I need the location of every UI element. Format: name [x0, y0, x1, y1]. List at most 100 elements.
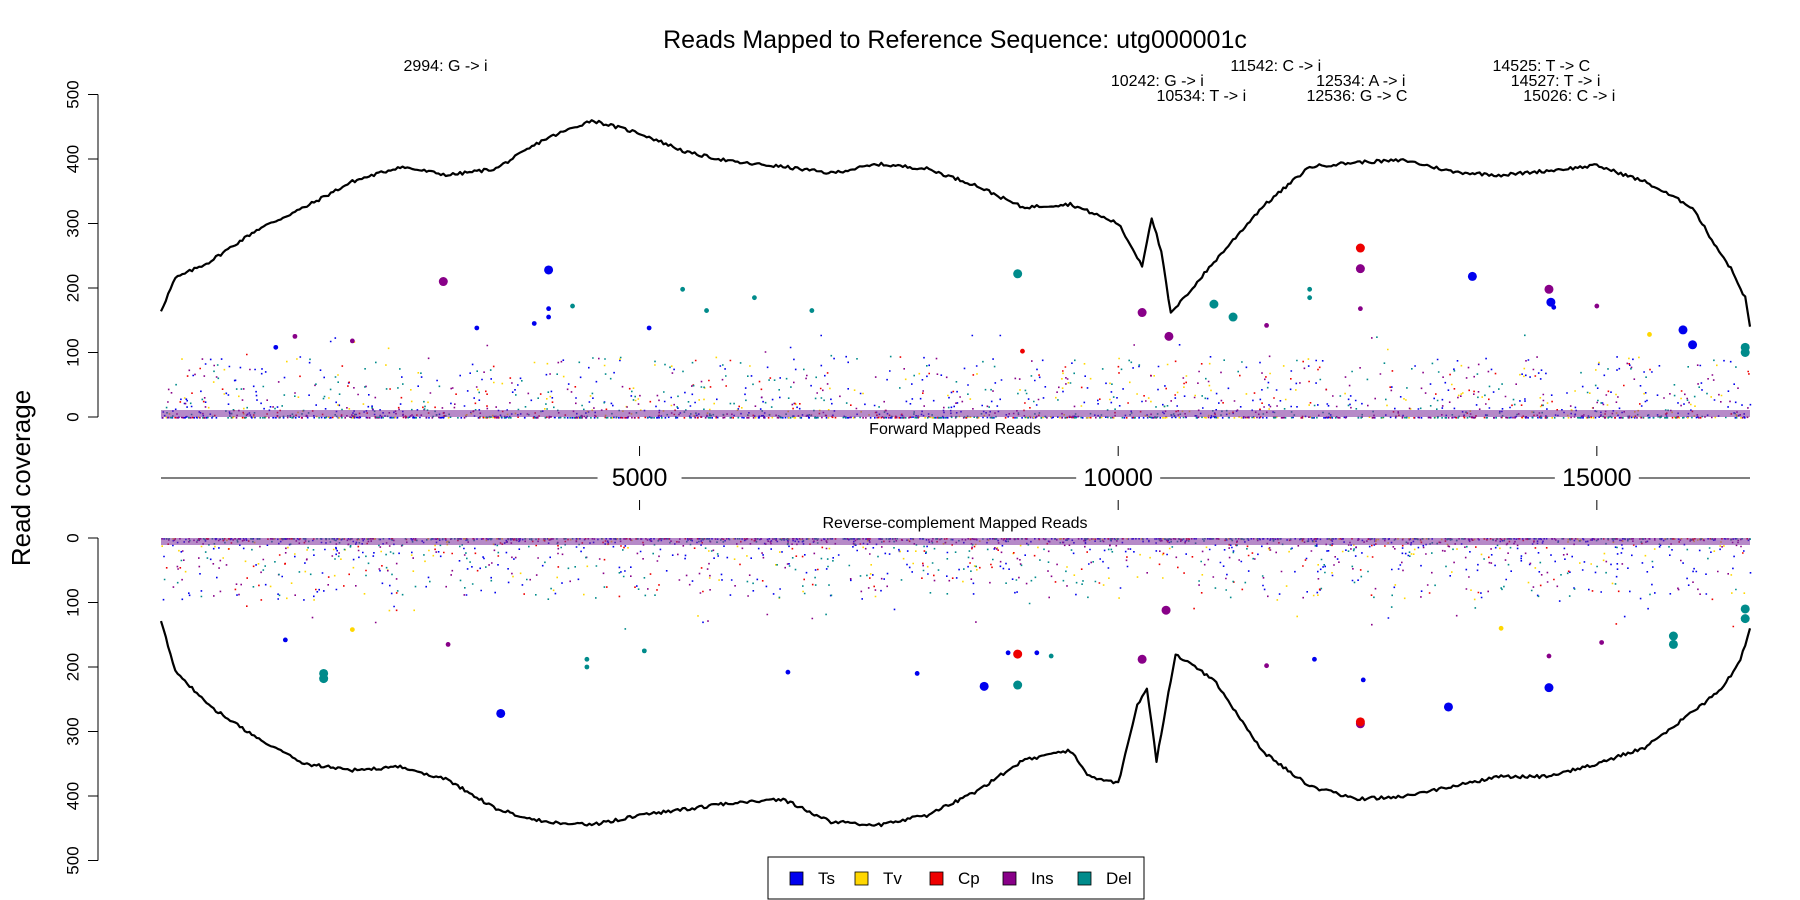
- variant-annotation: 11542: C -> i: [1230, 58, 1321, 75]
- forward-point-del: [1307, 286, 1313, 292]
- forward-point-tv: [1647, 332, 1652, 337]
- legend-swatch-cp: [929, 871, 944, 886]
- x-tick-label: 15000: [1562, 464, 1632, 492]
- reverse-point-del: [1740, 604, 1750, 614]
- forward-point-ins: [438, 277, 448, 287]
- legend-label-cp: Cp: [958, 869, 980, 888]
- forward-baseline-band: [161, 410, 1750, 417]
- forward-point-del: [1209, 299, 1219, 309]
- forward-point-cp: [1355, 243, 1365, 253]
- variant-annotation: 14525: T -> C: [1493, 58, 1591, 75]
- forward-coverage-line: [160, 119, 1752, 327]
- reverse-point-ts: [1005, 650, 1011, 656]
- reverse-point-ins: [1546, 653, 1552, 659]
- forward-point-ts: [546, 314, 552, 320]
- forward-y-tick-label: 100: [63, 338, 82, 366]
- reverse-point-del: [584, 656, 590, 662]
- reverse-point-ts: [1544, 683, 1554, 693]
- variant-annotation: 10242: G -> i: [1111, 73, 1204, 90]
- legend-swatch-ins: [1002, 871, 1017, 886]
- reverse-point-del: [319, 674, 329, 684]
- variant-annotation: 2994: G -> i: [403, 58, 487, 75]
- legend-swatch-tv: [854, 871, 869, 886]
- reverse-point-del: [584, 664, 590, 670]
- forward-point-ins: [1164, 331, 1174, 341]
- forward-point-del: [1228, 312, 1238, 322]
- forward-point-ts: [546, 306, 552, 312]
- reverse-variant-dots-ts: [162, 538, 1752, 624]
- forward-point-ins: [292, 333, 298, 339]
- reverse-baseline-band: [161, 538, 1750, 545]
- forward-point-ts: [474, 325, 480, 331]
- reverse-point-ts: [496, 708, 506, 718]
- reverse-point-del: [1740, 614, 1750, 624]
- forward-point-del: [752, 295, 757, 301]
- forward-point-ts: [1467, 271, 1477, 281]
- forward-point-del: [809, 308, 815, 313]
- legend-label-ts: Ts: [818, 869, 835, 888]
- axes-layer: 0 0 100 100 200 200 300 300 400 400 500 500 5000 1000…: [63, 80, 1750, 875]
- reverse-point-ins: [1599, 640, 1605, 645]
- reverse-point-del: [1013, 680, 1023, 690]
- forward-point-ts: [531, 321, 537, 326]
- chart-title: Reads Mapped to Reference Sequence: utg0…: [663, 26, 1247, 54]
- reverse-point-ts: [1034, 650, 1040, 656]
- forward-point-ts: [646, 325, 652, 331]
- reverse-variant-dots-ins: [161, 538, 1751, 626]
- variant-noise-layer: [161, 334, 1752, 630]
- legend-label-tv: Tv: [883, 869, 902, 888]
- reverse-variant-dots-del: [163, 538, 1751, 630]
- reverse-point-ts: [914, 671, 920, 676]
- forward-point-ins: [1264, 323, 1269, 328]
- variant-annotation: 10534: T -> i: [1156, 88, 1246, 105]
- forward-y-tick-label: 400: [63, 145, 82, 173]
- forward-variant-dots-tv: [165, 341, 1749, 419]
- forward-y-tick-label: 300: [63, 209, 82, 237]
- forward-point-ins: [1137, 308, 1147, 318]
- forward-point-del: [570, 303, 575, 309]
- reverse-point-del: [641, 648, 647, 654]
- reverse-point-tv: [349, 627, 355, 632]
- variant-annotation: 15026: C -> i: [1523, 88, 1615, 105]
- legend-swatch-ts: [789, 871, 804, 886]
- reverse-point-tv: [1498, 625, 1504, 631]
- y-axis-label: Read coverage: [6, 390, 36, 566]
- forward-point-ins: [1544, 284, 1554, 294]
- legend-label-ins: Ins: [1031, 869, 1054, 888]
- reverse-point-del: [1048, 653, 1054, 659]
- variant-annotation: 14527: T -> i: [1511, 73, 1601, 90]
- reverse-variant-dots-cp: [165, 538, 1748, 628]
- reverse-point-cp: [1013, 649, 1023, 659]
- reverse-y-tick-label: 400: [63, 782, 82, 810]
- forward-point-ins: [1355, 264, 1365, 274]
- forward-panel-label: Forward Mapped Reads: [869, 421, 1041, 438]
- forward-point-ts: [1688, 340, 1698, 350]
- legend-swatch-del: [1077, 871, 1092, 886]
- reverse-y-tick-label: 500: [63, 846, 82, 874]
- forward-point-del: [1013, 269, 1023, 279]
- forward-point-del: [1307, 295, 1313, 301]
- x-tick-label: 10000: [1083, 464, 1153, 492]
- forward-y-tick-label: 200: [63, 274, 82, 302]
- forward-point-ts: [1546, 297, 1556, 307]
- reverse-y-tick-label: 200: [63, 653, 82, 681]
- reverse-y-tick-label: 0: [63, 533, 82, 542]
- reverse-point-ts: [282, 637, 288, 643]
- reverse-coverage-line: [159, 620, 1752, 828]
- reverse-point-del: [1668, 631, 1678, 641]
- reverse-point-ins: [1161, 605, 1171, 615]
- forward-y-tick-label: 500: [63, 80, 82, 108]
- reverse-panel-label: Reverse-complement Mapped Reads: [822, 515, 1087, 532]
- legend-label-del: Del: [1106, 869, 1132, 888]
- reverse-point-ins: [1137, 654, 1147, 664]
- reverse-point-del: [1668, 639, 1678, 649]
- variant-marks-layer: [159, 119, 1752, 828]
- reverse-point-ts: [979, 681, 989, 691]
- forward-point-del: [680, 286, 686, 292]
- forward-point-ts: [1678, 325, 1688, 335]
- reverse-point-ins: [445, 642, 451, 647]
- variant-annotation: 12536: G -> C: [1306, 88, 1407, 105]
- reverse-point-ts: [1312, 656, 1317, 662]
